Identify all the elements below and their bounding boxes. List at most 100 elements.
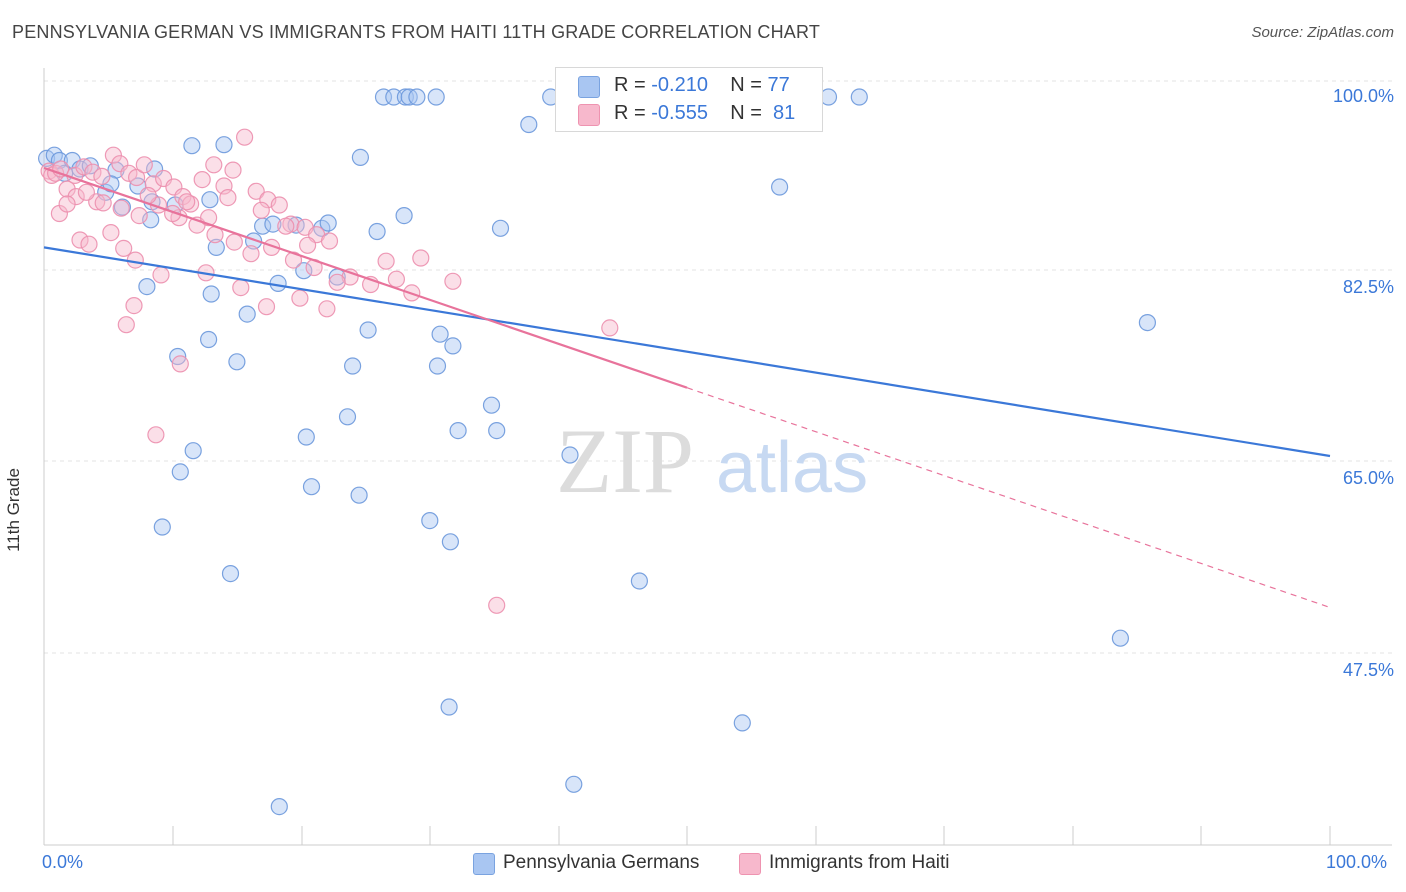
data-point bbox=[270, 196, 288, 214]
data-point bbox=[488, 596, 506, 614]
data-point bbox=[338, 408, 357, 426]
data-point bbox=[178, 193, 196, 211]
n-label: N = bbox=[730, 74, 768, 96]
data-point bbox=[115, 239, 133, 257]
data-point bbox=[147, 426, 165, 444]
watermark: ZIP atlas bbox=[556, 410, 868, 512]
data-point bbox=[58, 195, 76, 213]
data-point bbox=[561, 446, 579, 464]
data-point bbox=[601, 319, 619, 337]
data-point bbox=[488, 422, 506, 440]
data-point bbox=[264, 215, 282, 233]
data-point bbox=[221, 564, 240, 583]
data-point bbox=[449, 422, 467, 440]
legend-swatch-blue bbox=[473, 853, 495, 875]
data-point bbox=[277, 217, 295, 235]
n-label: N = bbox=[730, 102, 768, 124]
watermark-zip: ZIP bbox=[556, 410, 694, 512]
data-point bbox=[71, 231, 89, 249]
data-point bbox=[205, 156, 223, 174]
y-tick-label-100: 100.0% bbox=[1332, 86, 1394, 106]
data-point bbox=[104, 146, 123, 164]
data-point bbox=[228, 353, 246, 371]
data-point bbox=[431, 325, 449, 343]
axes bbox=[43, 68, 1392, 846]
watermark-atlas: atlas bbox=[716, 428, 868, 508]
data-point bbox=[318, 300, 336, 318]
data-point bbox=[242, 245, 260, 263]
data-point bbox=[94, 194, 112, 212]
data-point bbox=[344, 357, 362, 375]
y-tick-label-82-5: 82.5% bbox=[1342, 277, 1394, 297]
data-point bbox=[113, 198, 132, 216]
data-point bbox=[130, 207, 148, 225]
legend-label: Pennsylvania Germans bbox=[503, 852, 700, 873]
trend-line-blue bbox=[43, 246, 1331, 458]
data-point bbox=[850, 88, 868, 106]
data-point bbox=[257, 298, 276, 316]
data-point bbox=[412, 249, 430, 267]
n-value: 77 bbox=[767, 74, 790, 96]
data-point bbox=[408, 88, 426, 106]
data-point bbox=[297, 428, 315, 446]
data-point bbox=[201, 191, 219, 209]
data-point bbox=[112, 199, 130, 217]
data-point bbox=[219, 189, 237, 207]
data-point bbox=[80, 235, 98, 253]
y-tick-label-47-5: 47.5% bbox=[1342, 660, 1394, 680]
x-tick-label-min: 0.0% bbox=[42, 852, 84, 872]
data-point bbox=[295, 262, 313, 280]
data-point bbox=[1111, 629, 1130, 647]
data-point bbox=[441, 533, 459, 551]
data-point bbox=[207, 238, 225, 256]
data-point bbox=[328, 273, 346, 291]
data-point bbox=[238, 305, 256, 323]
data-point bbox=[428, 357, 447, 375]
x-tick-label-max: 100.0% bbox=[1326, 852, 1388, 872]
data-point bbox=[125, 297, 143, 315]
series-immigrants-from-haiti bbox=[40, 128, 619, 614]
data-point bbox=[135, 156, 153, 174]
r-label: R = bbox=[614, 74, 652, 96]
series-pennsylvania-germans bbox=[37, 88, 1157, 816]
data-point bbox=[299, 236, 317, 254]
data-point bbox=[444, 272, 462, 290]
data-point bbox=[395, 207, 413, 225]
data-point bbox=[319, 214, 337, 232]
data-point bbox=[482, 396, 501, 414]
data-point bbox=[171, 355, 189, 373]
data-point bbox=[351, 148, 369, 166]
data-point bbox=[171, 463, 189, 481]
data-point bbox=[245, 232, 263, 250]
data-point bbox=[350, 486, 368, 504]
data-point bbox=[368, 222, 386, 241]
data-point bbox=[153, 518, 171, 536]
data-point bbox=[302, 478, 321, 496]
data-point bbox=[440, 698, 458, 716]
data-point bbox=[75, 158, 93, 176]
data-point bbox=[427, 88, 445, 106]
data-point bbox=[215, 136, 233, 154]
trend-line-pink-dashed bbox=[686, 387, 1331, 609]
data-point bbox=[184, 442, 202, 460]
data-point bbox=[126, 251, 144, 269]
data-point bbox=[77, 183, 96, 201]
data-point bbox=[565, 775, 583, 793]
data-point bbox=[359, 321, 377, 339]
data-point bbox=[224, 161, 242, 179]
n-value: 81 bbox=[773, 102, 796, 124]
data-point bbox=[770, 178, 789, 196]
data-point bbox=[270, 797, 288, 816]
y-tick-label-65: 65.0% bbox=[1342, 468, 1394, 488]
data-point bbox=[247, 182, 265, 200]
data-point bbox=[252, 201, 270, 219]
data-point bbox=[291, 289, 309, 307]
data-point bbox=[491, 219, 510, 237]
data-point bbox=[93, 167, 111, 185]
legend-swatch-pink bbox=[739, 853, 761, 875]
trend-line-pink-solid bbox=[43, 166, 688, 389]
data-point bbox=[387, 270, 405, 288]
data-point bbox=[183, 137, 201, 155]
data-point bbox=[232, 279, 250, 297]
trend-lines bbox=[43, 166, 1331, 609]
